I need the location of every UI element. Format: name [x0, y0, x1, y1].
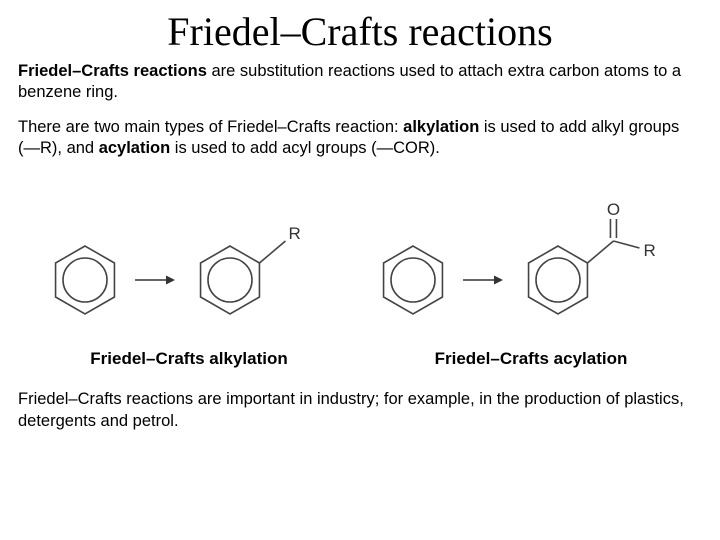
caption-acylation: Friedel–Crafts acylation	[360, 349, 702, 369]
diagram-row: R OR	[18, 185, 702, 335]
acylation-svg: OR	[358, 185, 698, 335]
caption-alkylation: Friedel–Crafts alkylation	[18, 349, 360, 369]
alkylation-svg: R	[30, 185, 350, 335]
diagram-alkylation: R	[22, 185, 358, 335]
types-a: There are two main types of Friedel–Craf…	[18, 118, 403, 136]
industry-paragraph: Friedel–Crafts reactions are important i…	[18, 389, 702, 431]
diagram-acylation: OR	[358, 185, 698, 335]
svg-text:O: O	[607, 200, 620, 219]
slide-container: Friedel–Crafts reactions Friedel–Crafts …	[0, 0, 720, 454]
types-alkylation: alkylation	[403, 118, 479, 136]
types-e: is used to add acyl groups (—COR).	[170, 139, 440, 157]
caption-row: Friedel–Crafts alkylation Friedel–Crafts…	[18, 349, 702, 369]
types-acylation: acylation	[99, 139, 171, 157]
svg-text:R: R	[643, 241, 655, 260]
svg-text:R: R	[288, 224, 300, 243]
intro-paragraph: Friedel–Crafts reactions are substitutio…	[18, 61, 702, 103]
types-paragraph: There are two main types of Friedel–Craf…	[18, 117, 702, 159]
page-title: Friedel–Crafts reactions	[18, 8, 702, 55]
intro-bold: Friedel–Crafts reactions	[18, 62, 207, 80]
